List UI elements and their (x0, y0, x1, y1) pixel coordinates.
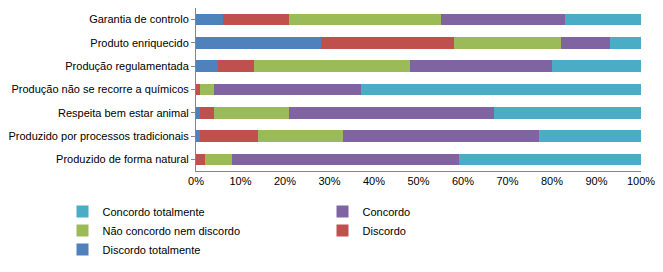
svg-text:50%: 50% (407, 175, 429, 187)
svg-text:Garantia de controlo: Garantia de controlo (89, 13, 189, 25)
svg-text:90%: 90% (585, 175, 607, 187)
svg-text:Produção não se recorre a quím: Produção não se recorre a químicos (11, 83, 189, 95)
svg-text:40%: 40% (363, 175, 385, 187)
svg-text:Produzido por processos tradic: Produzido por processos tradicionais (8, 130, 189, 142)
svg-text:80%: 80% (541, 175, 563, 187)
svg-text:Respeita bem estar animal: Respeita bem estar animal (58, 107, 189, 119)
svg-text:20%: 20% (274, 175, 296, 187)
svg-text:Produção regulamentada: Produção regulamentada (65, 60, 189, 72)
svg-text:70%: 70% (496, 175, 518, 187)
svg-text:Não concordo nem discordo: Não concordo nem discordo (103, 225, 241, 237)
svg-text:10%: 10% (229, 175, 251, 187)
svg-text:0%: 0% (188, 175, 204, 187)
svg-text:30%: 30% (318, 175, 340, 187)
svg-text:Discordo totalmente: Discordo totalmente (103, 244, 201, 256)
svg-text:Produto enriquecido: Produto enriquecido (90, 37, 188, 49)
svg-text:100%: 100% (627, 175, 655, 187)
svg-text:Concordo: Concordo (363, 206, 411, 218)
svg-text:Concordo totalmente: Concordo totalmente (103, 206, 205, 218)
svg-text:Produzido de forma natural: Produzido de forma natural (56, 153, 189, 165)
svg-text:60%: 60% (452, 175, 474, 187)
svg-text:Discordo: Discordo (363, 225, 406, 237)
